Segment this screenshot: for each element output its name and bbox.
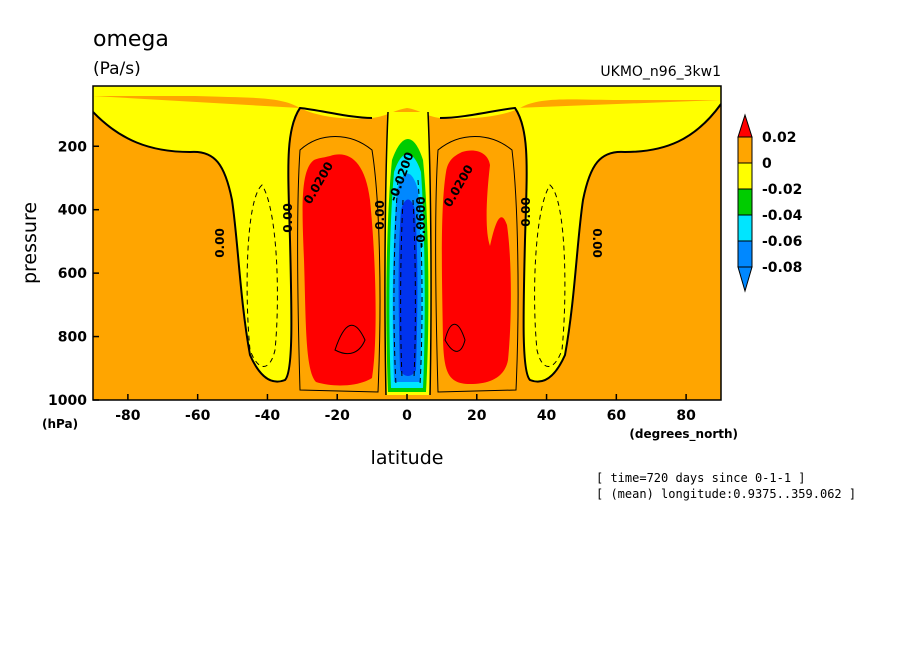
contour-label: -0.0600 xyxy=(414,196,428,247)
contour-small-south xyxy=(334,324,366,355)
x-axis-label: latitude xyxy=(371,447,444,469)
contour-dashed-equator xyxy=(393,179,423,386)
region-negative-deepblue xyxy=(398,199,418,376)
colorbar-bottom-arrow xyxy=(737,266,753,293)
x-tick-label: -20 xyxy=(325,408,351,424)
contour-north-thin xyxy=(435,136,519,393)
y-axis-unit: (hPa) xyxy=(42,417,78,431)
colorbar-label: -0.04 xyxy=(762,208,803,224)
contour-label: 0.00 xyxy=(213,228,227,258)
x-tick-label: 0 xyxy=(402,408,412,424)
chart-title: omega xyxy=(93,27,169,52)
x-tick-label: -80 xyxy=(115,408,141,424)
y-tick-label: 800 xyxy=(58,330,87,346)
y-tick-label: 200 xyxy=(58,139,87,155)
y-axis: 200 400 600 800 1000 xyxy=(48,139,99,409)
contour-dashed-right xyxy=(534,184,566,367)
contour-zero-left xyxy=(93,106,373,383)
region-negative-left xyxy=(93,96,300,382)
region-negative-right xyxy=(515,100,721,382)
colorbar-label: 0 xyxy=(762,156,772,172)
colorbar-swatch xyxy=(737,162,753,190)
colorbar-label: -0.02 xyxy=(762,182,802,198)
region-negative-top xyxy=(93,86,721,119)
x-axis-unit: (degrees_north) xyxy=(629,427,738,442)
chart-units: (Pa/s) xyxy=(93,59,141,79)
colorbar-label: -0.08 xyxy=(762,260,802,276)
colorbar: 0.02 0 -0.02 -0.04 -0.06 -0.08 xyxy=(737,113,803,293)
colorbar-label: 0.02 xyxy=(762,130,797,146)
note-time: [ time=720 days since 0-1-1 ] xyxy=(596,471,806,485)
x-tick-label: 20 xyxy=(467,408,487,424)
contour-label: 0.00 xyxy=(373,200,387,230)
y-tick-label: 600 xyxy=(58,266,87,282)
colorbar-swatch xyxy=(737,214,753,242)
note-longitude: [ (mean) longitude:0.9375..359.062 ] xyxy=(596,487,856,501)
x-tick-label: -60 xyxy=(185,408,211,424)
x-tick-label: -40 xyxy=(255,408,281,424)
contour-lines xyxy=(93,103,721,396)
model-label: UKMO_n96_3kw1 xyxy=(600,64,721,80)
x-tick-label: 40 xyxy=(537,408,557,424)
x-tick-label: 80 xyxy=(676,408,696,424)
colorbar-swatch xyxy=(737,136,753,164)
colorbar-top-arrow xyxy=(737,113,753,138)
colorbar-label: -0.06 xyxy=(762,234,802,250)
contour-zero-right xyxy=(439,103,721,383)
contour-label: 0.00 xyxy=(281,203,295,233)
colorbar-swatch xyxy=(737,240,753,268)
y-tick-label: 400 xyxy=(58,203,87,219)
colorbar-swatch xyxy=(737,188,753,216)
contour-south-thin xyxy=(297,136,381,393)
y-tick-label: 1000 xyxy=(48,393,87,409)
contour-small-north xyxy=(444,323,466,352)
contour-label: 0.00 xyxy=(590,228,604,258)
y-axis-label: pressure xyxy=(19,202,41,284)
x-tick-label: 60 xyxy=(607,408,627,424)
plot-area xyxy=(93,86,721,400)
contour-label: 0.00 xyxy=(519,197,533,227)
contour-dashed-left xyxy=(246,184,278,367)
region-positive-strong-north xyxy=(441,150,511,384)
x-axis: -80 -60 -40 -20 0 20 40 60 80 xyxy=(115,394,696,424)
contour-zero-equator xyxy=(384,111,432,396)
